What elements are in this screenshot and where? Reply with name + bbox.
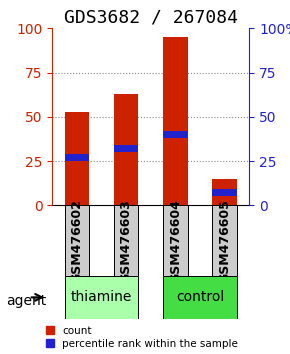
Text: GSM476603: GSM476603 bbox=[120, 199, 133, 282]
Bar bbox=[114, 145, 139, 152]
Bar bbox=[163, 131, 188, 138]
Bar bbox=[64, 154, 89, 161]
Legend: count, percentile rank within the sample: count, percentile rank within the sample bbox=[46, 326, 238, 349]
Bar bbox=[114, 94, 139, 205]
Text: GSM476604: GSM476604 bbox=[169, 199, 182, 282]
Title: GDS3682 / 267084: GDS3682 / 267084 bbox=[64, 9, 238, 27]
Text: thiamine: thiamine bbox=[71, 290, 132, 304]
Text: agent: agent bbox=[6, 294, 46, 308]
Text: control: control bbox=[176, 290, 224, 304]
FancyBboxPatch shape bbox=[163, 205, 188, 276]
FancyBboxPatch shape bbox=[213, 205, 237, 276]
Bar bbox=[213, 189, 237, 196]
FancyBboxPatch shape bbox=[64, 205, 89, 276]
FancyBboxPatch shape bbox=[114, 205, 139, 276]
FancyBboxPatch shape bbox=[64, 276, 139, 319]
Bar bbox=[163, 37, 188, 205]
Bar bbox=[64, 112, 89, 205]
FancyBboxPatch shape bbox=[163, 276, 237, 319]
Bar bbox=[213, 179, 237, 205]
Text: GSM476605: GSM476605 bbox=[218, 199, 231, 282]
Text: GSM476602: GSM476602 bbox=[70, 199, 83, 282]
